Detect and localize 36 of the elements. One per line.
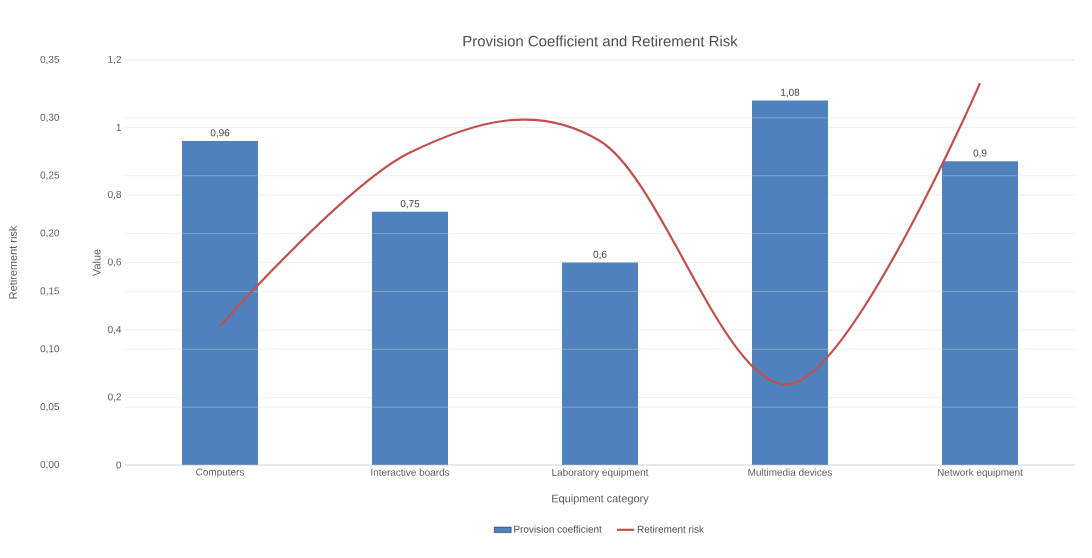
- y-tick-label: 0: [116, 461, 122, 469]
- x-tick-label: Network equipment: [937, 468, 1023, 478]
- y-axis-title: Value: [92, 249, 101, 277]
- y2-tick-label: 0,35: [40, 55, 60, 65]
- y2-tick-label: 0,15: [40, 287, 60, 296]
- bar: [372, 211, 448, 465]
- bar: [752, 100, 829, 465]
- y2-axis-title: Retirement risk: [8, 225, 17, 299]
- bar: [942, 161, 1019, 465]
- y2-tick-label: 0,30: [40, 113, 60, 122]
- y-tick-label: 1,2: [108, 55, 121, 65]
- y2-tick-label: 0,20: [40, 229, 60, 238]
- y-tick-label: 0,4: [108, 325, 122, 335]
- x-tick-label: Interactive boards: [371, 468, 450, 476]
- legend-label: Provision coefficient: [514, 525, 602, 533]
- y2-tick-label: 0,05: [40, 403, 60, 412]
- y2-tick-label: 0,10: [40, 345, 60, 354]
- bar: [562, 262, 639, 465]
- y-tick-label: 0,6: [108, 258, 122, 267]
- data-label: 0,75: [400, 200, 420, 209]
- y2-tick-label: 0,25: [40, 171, 60, 180]
- chart-title: Provision Coefficient and Retirement Risk: [463, 35, 738, 47]
- data-label: 0,96: [210, 129, 230, 138]
- y2-tick-label: 0,00: [40, 460, 60, 470]
- x-axis-title: Equipment category: [552, 494, 649, 505]
- x-tick-label: Laboratory equipment: [552, 468, 649, 478]
- y-tick-label: 1: [116, 124, 121, 131]
- legend-label: Retirement risk: [637, 525, 704, 533]
- data-label: 0,9: [973, 149, 987, 158]
- data-label: 1,08: [781, 88, 800, 97]
- x-tick-label: Multimedia devices: [748, 468, 832, 476]
- y-tick-label: 0,2: [108, 393, 121, 402]
- data-label: 0,6: [593, 250, 607, 259]
- y-tick-label: 0,8: [108, 190, 122, 200]
- x-tick-label: Computers: [196, 468, 244, 478]
- bar: [182, 141, 258, 465]
